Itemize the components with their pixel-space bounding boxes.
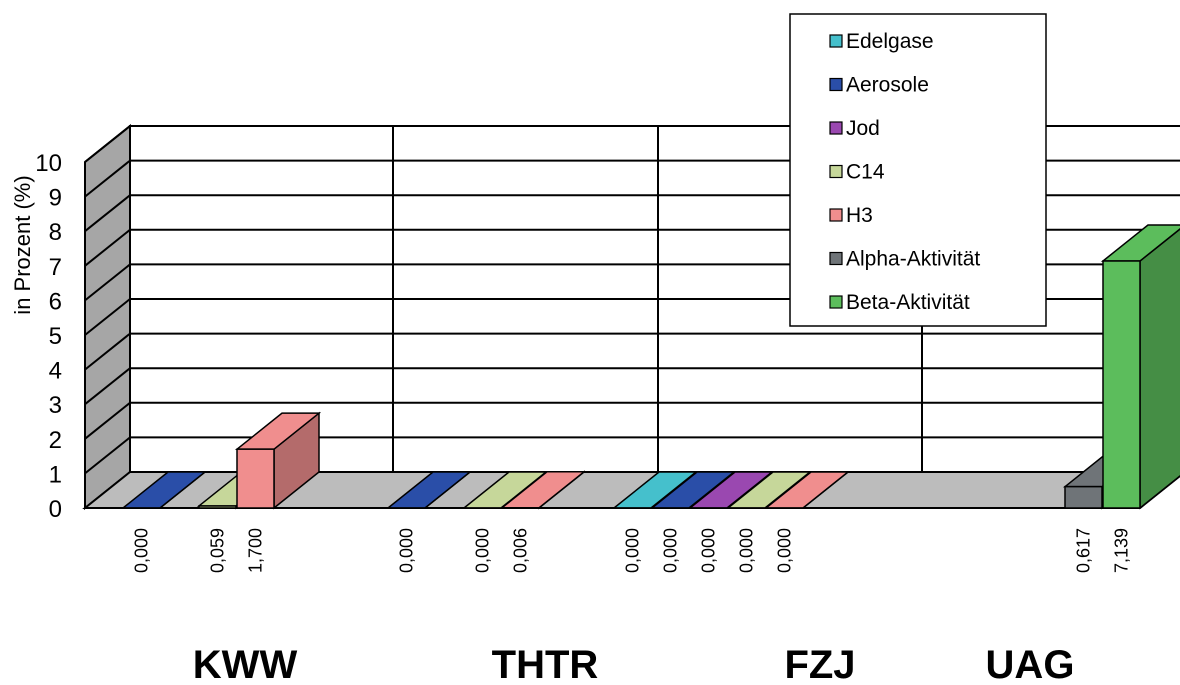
legend-swatch-aerosole xyxy=(830,79,842,91)
category-labels: KWW THTR FZJ UAG xyxy=(193,643,1075,680)
value-label-thtr-h3: 0,006 xyxy=(511,528,531,573)
value-label-kww-aerosole: 0,000 xyxy=(132,528,152,573)
legend-item-alpha-aktivit-t: Alpha-Aktivität xyxy=(830,248,980,271)
legend-label-h3: H3 xyxy=(846,204,873,227)
bar-uag-beta-aktivit-t-front xyxy=(1103,261,1140,508)
category-label-kww: KWW xyxy=(193,643,298,680)
legend-label-aerosole: Aerosole xyxy=(846,74,929,97)
y-tick-label-2: 2 xyxy=(49,427,62,454)
y-tick-label-3: 3 xyxy=(49,392,62,419)
y-tick-label-0: 0 xyxy=(49,496,62,523)
y-tick-label-4: 4 xyxy=(49,358,62,385)
value-label-uag-beta-aktivit-t: 7,139 xyxy=(1112,528,1132,573)
legend-label-jod: Jod xyxy=(846,117,880,140)
legend-swatch-edelgase xyxy=(830,35,842,47)
legend-swatch-alpha-aktivit-t xyxy=(830,253,842,265)
y-tick-label-5: 5 xyxy=(49,323,62,350)
value-label-fzj-edelgase: 0,000 xyxy=(623,528,643,573)
y-tick-label-10: 10 xyxy=(35,150,62,177)
y-axis-title: in Prozent (%) xyxy=(10,175,35,314)
y-tick-label-8: 8 xyxy=(49,219,62,246)
y-tick-label-1: 1 xyxy=(49,461,62,488)
bar-kww-c14-front xyxy=(199,506,236,508)
value-label-thtr-aerosole: 0,000 xyxy=(397,528,417,573)
y-tick-label-9: 9 xyxy=(49,185,62,212)
bar-kww-h3-front xyxy=(237,449,274,508)
category-label-thtr: THTR xyxy=(492,643,599,680)
legend-swatch-h3 xyxy=(830,209,842,221)
legend-item-edelgase: Edelgase xyxy=(830,30,934,53)
legend-box xyxy=(790,14,1046,326)
value-label-kww-h3: 1,700 xyxy=(246,528,266,573)
legend-label-edelgase: Edelgase xyxy=(846,30,934,53)
legend-swatch-c14 xyxy=(830,166,842,178)
legend-label-alpha-aktivit-t: Alpha-Aktivität xyxy=(846,248,980,271)
value-label-fzj-c14: 0,000 xyxy=(737,528,757,573)
legend: Edelgase Aerosole Jod C14 H3 Alpha-Aktivität B… xyxy=(790,14,1046,326)
value-label-fzj-aerosole: 0,000 xyxy=(661,528,681,573)
value-label-fzj-jod: 0,000 xyxy=(699,528,719,573)
legend-label-c14: C14 xyxy=(846,161,885,184)
y-tick-label-6: 6 xyxy=(49,288,62,315)
value-label-kww-c14: 0,059 xyxy=(208,528,228,573)
bar-uag-beta-aktivit-t-side xyxy=(1140,225,1180,508)
y-tick-labels: 0 1 2 3 4 5 6 7 8 9 10 xyxy=(35,150,62,523)
legend-swatch-jod xyxy=(830,122,842,134)
legend-label-beta-aktivit-t: Beta-Aktivität xyxy=(846,291,970,314)
category-label-fzj: FZJ xyxy=(784,643,855,680)
value-label-uag-alpha-aktivit-t: 0,617 xyxy=(1074,528,1094,573)
legend-item-beta-aktivit-t: Beta-Aktivität xyxy=(830,291,970,314)
value-labels: 0,000 0,059 1,700 0,000 0,000 0,006 0,000 0,000… xyxy=(132,528,1132,573)
bar-uag-beta-aktivit-t xyxy=(1103,225,1180,508)
legend-swatch-beta-aktivit-t xyxy=(830,296,842,308)
y-tick-label-7: 7 xyxy=(49,254,62,281)
category-label-uag: UAG xyxy=(986,643,1075,680)
value-label-thtr-c14: 0,000 xyxy=(473,528,493,573)
bar-uag-alpha-aktivit-t-front xyxy=(1065,487,1102,508)
value-label-fzj-h3: 0,000 xyxy=(775,528,795,573)
